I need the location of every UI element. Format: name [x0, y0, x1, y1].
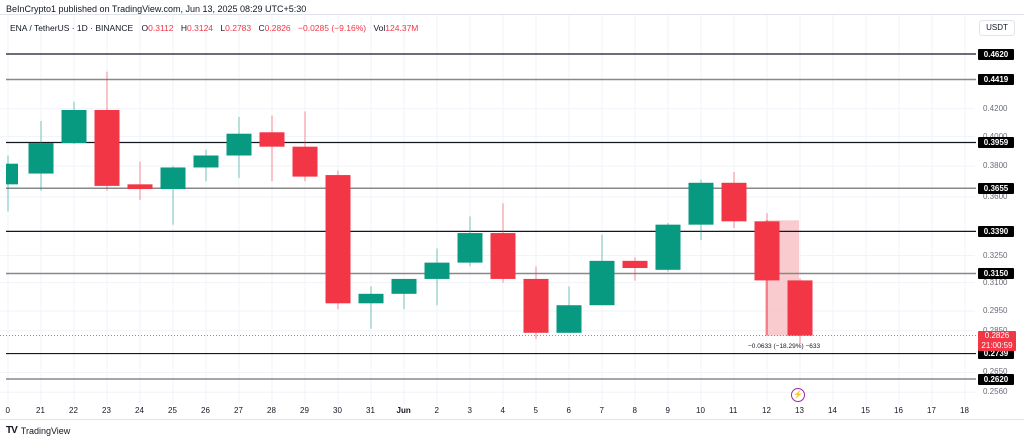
candle-body	[226, 133, 252, 156]
candle-body	[193, 155, 219, 168]
candle-body	[6, 163, 18, 185]
volume-value: 124.37M	[385, 23, 419, 33]
symbol-legend: ENA / TetherUS · 1D · BINANCE O0.3112 H0…	[10, 23, 419, 33]
price-tick-label: 0.4000	[983, 132, 1007, 141]
time-tick-label: 11	[729, 406, 738, 415]
publish-info: BeInCrypto1 published on TradingView.com…	[6, 4, 307, 14]
level-price-tag: 0.4620	[978, 48, 1014, 60]
candle-body	[523, 278, 549, 333]
level-price-tag: 0.4419	[978, 73, 1014, 85]
candle-body	[292, 146, 318, 177]
price-tick-label: 0.3250	[983, 250, 1008, 260]
time-tick-label: 8	[632, 406, 637, 415]
level-price-tag: 0.3390	[978, 225, 1014, 237]
level-price-tag: 0.2620	[978, 373, 1014, 385]
open-value: 0.3112	[148, 23, 174, 33]
candle-body	[61, 109, 87, 144]
candle-body	[94, 109, 120, 186]
candle-body	[754, 221, 780, 281]
candle-body	[490, 233, 516, 279]
measure-label: −0.0633 (−18.29%) −633	[748, 343, 821, 350]
price-tick-label: 0.2650	[983, 367, 1008, 377]
time-tick-label: 5	[533, 406, 538, 415]
time-tick-label: 22	[69, 406, 78, 415]
price-tick-label: 0.3600	[983, 191, 1008, 201]
time-tick-label: 18	[960, 406, 969, 415]
price-tick-label: 0.2850	[983, 326, 1007, 335]
close-value: 0.2826	[264, 23, 291, 33]
price-tick-label: 0.2560	[983, 387, 1008, 397]
high-value: 0.3124	[187, 23, 214, 33]
time-tick-label: 31	[366, 406, 375, 415]
change-value: −0.0285 (−9.16%)	[298, 23, 367, 33]
time-tick-label: 23	[102, 406, 111, 415]
price-tick-label: 0.3100	[983, 277, 1008, 287]
candle-body	[325, 175, 351, 304]
candle-body	[424, 262, 450, 279]
time-tick-label: 4	[500, 406, 505, 415]
symbol-name[interactable]: ENA / TetherUS · 1D · BINANCE	[10, 23, 134, 33]
time-tick-label: 9	[665, 406, 670, 415]
time-tick-label: Jun	[396, 406, 411, 415]
candle-body	[655, 224, 681, 270]
time-tick-label: 28	[267, 406, 276, 415]
level-price-tag: 0.3655	[978, 182, 1014, 194]
time-tick-label: 24	[135, 406, 144, 415]
level-price-tag: 0.2739	[978, 348, 1014, 360]
candle-body	[391, 278, 417, 294]
price-tick-label: 0.4200	[983, 103, 1008, 113]
time-tick-label: 2	[434, 406, 439, 415]
time-tick-label: 30	[333, 406, 342, 415]
time-tick-label: 6	[566, 406, 571, 415]
time-tick-label: 26	[201, 406, 210, 415]
candle-body	[688, 182, 714, 225]
lightning-event-icon[interactable]: ⚡	[791, 388, 805, 402]
time-tick-label: 15	[861, 406, 870, 415]
time-tick-label: 14	[828, 406, 837, 415]
low-value: 0.2783	[225, 23, 252, 33]
time-tick-label: 12	[762, 406, 771, 415]
time-tick-label: 27	[234, 406, 243, 415]
candle-body	[127, 184, 153, 190]
time-tick-label: 17	[927, 406, 936, 415]
level-price-tag: 0.3150	[978, 267, 1014, 279]
currency-button[interactable]: USDT	[979, 20, 1015, 36]
time-tick-label: 21	[36, 406, 45, 415]
level-price-tag: 0.3959	[978, 136, 1014, 148]
time-tick-label: 7	[599, 406, 604, 415]
time-tick-label: 29	[300, 406, 309, 415]
candle-body	[259, 132, 285, 147]
time-tick-label: 3	[467, 406, 472, 415]
price-tick-label: 0.3800	[983, 160, 1008, 170]
candle-body	[28, 143, 54, 174]
time-tick-label: 13	[795, 406, 804, 415]
time-tick-label: 10	[696, 406, 705, 415]
tradingview-brand: TV TradingView	[6, 425, 71, 436]
candle-body	[457, 233, 483, 263]
time-tick-label: 16	[894, 406, 903, 415]
price-tick-label: 0.2950	[983, 306, 1008, 316]
current-price-tag: 0.2826 21:00:59	[978, 331, 1016, 351]
time-tick-label: 25	[168, 406, 177, 415]
candle-body	[721, 182, 747, 222]
candle-body	[622, 260, 648, 269]
time-tick-label: 0	[5, 406, 10, 415]
candle-body	[556, 305, 582, 333]
candle-body	[589, 260, 615, 306]
chart-frame[interactable]	[0, 14, 1024, 420]
candle-body	[160, 167, 186, 190]
candle-body	[358, 293, 384, 304]
candle-body	[787, 280, 813, 336]
tradingview-logo-icon: TV	[6, 425, 18, 436]
